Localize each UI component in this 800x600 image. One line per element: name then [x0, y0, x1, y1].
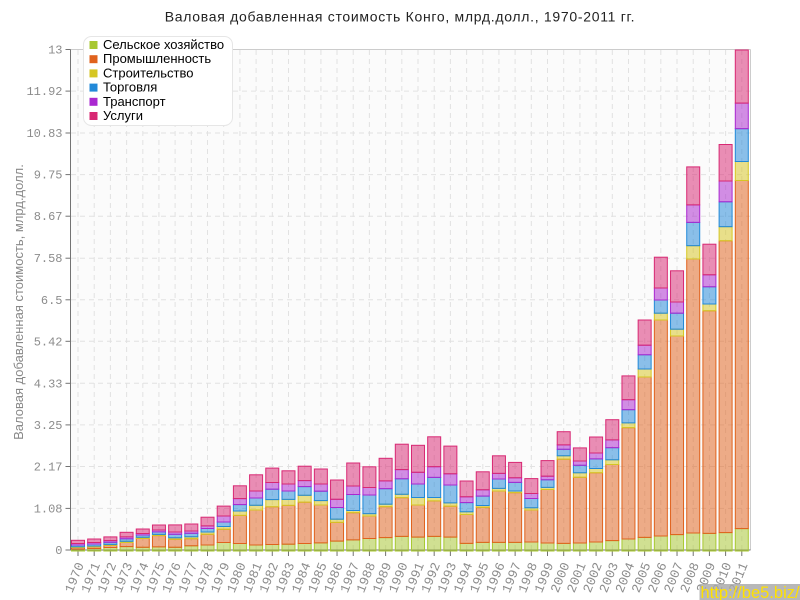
svg-text:10.83: 10.83 — [26, 127, 62, 141]
svg-text:1.08: 1.08 — [34, 502, 63, 516]
svg-text:Промышленность: Промышленность — [103, 51, 211, 66]
svg-text:Строительство: Строительство — [103, 65, 193, 80]
svg-text:0: 0 — [55, 544, 62, 558]
svg-text:7.58: 7.58 — [34, 252, 63, 266]
svg-text:11.92: 11.92 — [26, 85, 62, 99]
svg-text:Валовая добавленная стоимость,: Валовая добавленная стоимость, млрд.долл… — [11, 164, 26, 440]
svg-text:Валовая добавленная стоимость: Валовая добавленная стоимость Конго, млр… — [165, 9, 635, 25]
svg-text:Торговля: Торговля — [103, 80, 157, 95]
svg-text:4.33: 4.33 — [34, 377, 63, 391]
svg-text:http://be5.biz/: http://be5.biz/ — [701, 584, 800, 600]
svg-text:6.5: 6.5 — [41, 294, 63, 308]
svg-text:13: 13 — [48, 44, 62, 58]
svg-text:Транспорт: Транспорт — [103, 94, 166, 109]
svg-text:9.75: 9.75 — [34, 169, 63, 183]
svg-text:8.67: 8.67 — [34, 210, 63, 224]
svg-text:2.17: 2.17 — [34, 461, 63, 475]
svg-text:Услуги: Услуги — [103, 108, 143, 123]
svg-text:3.25: 3.25 — [34, 419, 63, 433]
svg-text:Сельское хозяйство: Сельское хозяйство — [103, 37, 224, 52]
svg-text:5.42: 5.42 — [34, 335, 63, 349]
